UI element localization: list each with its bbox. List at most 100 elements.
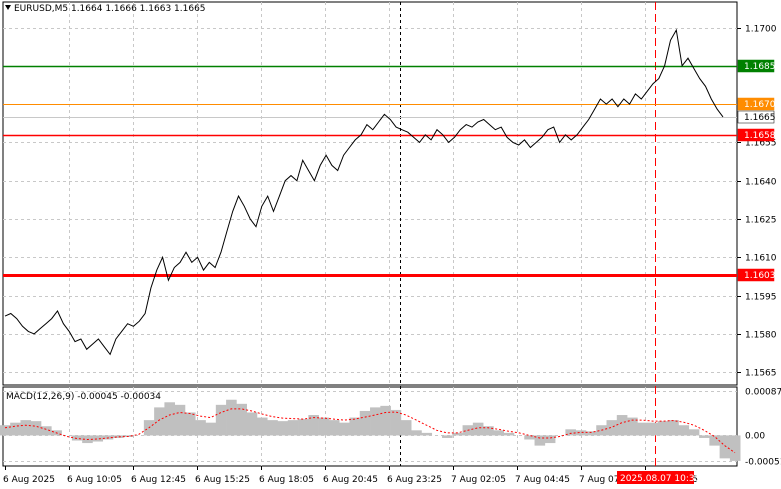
macd-histogram-bar: [246, 412, 258, 436]
macd-signal-line: [4, 408, 736, 454]
macd-histogram-bar: [328, 420, 340, 436]
macd-histogram-bar: [359, 410, 371, 436]
price-tick-label: 1.1655: [745, 139, 777, 149]
macd-histogram-bar: [41, 426, 52, 436]
price-level-label: 1.1670: [744, 100, 776, 110]
macd-histogram-bar: [688, 429, 700, 436]
time-label: 7 Aug 04:45: [515, 475, 570, 485]
macd-histogram-bar: [442, 435, 453, 438]
price-tick-label: 1.1625: [745, 216, 777, 226]
macd-histogram-bar: [729, 435, 741, 461]
price-pane-frame: [2, 1, 738, 386]
macd-histogram-bar: [544, 435, 556, 444]
macd-histogram-bar: [678, 425, 690, 436]
symbol-header: EURUSD,M5 1.1664 1.1666 1.1663 1.1665: [5, 4, 206, 14]
macd-histogram-bar: [647, 422, 659, 436]
macd-histogram-bar: [318, 417, 330, 436]
symbol-info: EURUSD,M5 1.1664 1.1666 1.1663 1.1665: [14, 4, 206, 14]
macd-tick-label: 0.00: [745, 432, 765, 442]
macd-histogram-bar: [102, 435, 114, 440]
macd-histogram-bar: [349, 417, 361, 436]
time-label: 6 Aug 2025: [3, 475, 55, 485]
macd-histogram-bar: [657, 421, 669, 436]
macd-histogram-bar: [298, 419, 309, 436]
macd-histogram-bar: [585, 431, 597, 436]
macd-histogram-bar: [719, 435, 731, 459]
dropdown-triangle-icon[interactable]: [5, 5, 11, 10]
price-level-label: 1.1685: [744, 62, 776, 72]
macd-histogram-bar: [565, 429, 576, 436]
price-level-label-bg: [737, 59, 775, 73]
macd-histogram-bar: [184, 412, 196, 436]
price-level-label: 1.1665: [744, 113, 776, 123]
macd-histogram-bar: [205, 422, 217, 436]
macd-histogram-bar: [400, 420, 412, 436]
macd-histogram-bar: [267, 420, 278, 436]
price-tick-label: 1.1640: [745, 178, 777, 188]
macd-histogram-bar: [606, 420, 618, 436]
macd-histogram-bar: [524, 435, 535, 440]
time-label: 6 Aug 18:05: [259, 475, 314, 485]
macd-histogram-bar: [339, 422, 350, 436]
macd-histogram-bar: [71, 435, 83, 441]
macd-histogram-bar: [164, 402, 176, 436]
macd-histogram-bar: [370, 407, 381, 436]
price-line: [4, 28, 724, 356]
macd-histogram-bar: [668, 420, 679, 436]
macd-histogram-bar: [575, 430, 587, 436]
macd-histogram-bar: [421, 432, 433, 436]
macd-histogram-bar: [483, 426, 494, 436]
macd-histogram-bar: [493, 430, 505, 436]
price-tick-label: 1.1700: [745, 25, 777, 35]
macd-histogram-bar: [30, 421, 42, 436]
macd-histogram-bar: [616, 415, 628, 436]
macd-histogram-bar: [174, 404, 186, 436]
macd-histogram-bar: [637, 422, 648, 436]
macd-histogram-bar: [277, 421, 289, 436]
price-level-label: 1.1603: [744, 271, 776, 281]
macd-histogram-bar: [308, 415, 319, 436]
time-label: 6 Aug 10:05: [67, 475, 122, 485]
macd-tick-label: 0.00087: [745, 388, 781, 398]
macd-histogram-bar: [236, 403, 247, 436]
price-tick-label: 1.1580: [745, 331, 777, 341]
macd-histogram-bar: [256, 417, 268, 436]
macd-histogram-bar: [92, 435, 104, 442]
time-label: 7 Aug 02:05: [451, 475, 506, 485]
macd-histogram-bar: [503, 432, 515, 436]
macd-histogram-bar: [699, 435, 710, 438]
macd-histogram-bar: [534, 435, 546, 446]
price-tick-label: 1.1565: [745, 369, 777, 379]
macd-histogram-bar: [226, 399, 237, 436]
time-highlight-bg: [617, 471, 694, 484]
macd-histogram-bar: [390, 409, 402, 436]
macd-header: MACD(12,26,9) -0.00045 -0.00034: [6, 392, 162, 402]
macd-histogram-bar: [411, 430, 422, 436]
time-highlight-label: 2025.08.07 10:35: [620, 474, 700, 484]
macd-histogram-bar: [472, 422, 484, 436]
macd-histogram-bar: [215, 404, 227, 436]
macd-histogram-bar: [10, 422, 21, 436]
time-label: 6 Aug 20:45: [323, 475, 378, 485]
macd-histogram-bar: [0, 425, 11, 436]
price-level-label-bg: [737, 268, 775, 282]
macd-histogram-bar: [627, 417, 638, 436]
price-level-label: 1.1658: [744, 131, 776, 141]
macd-histogram-bar: [287, 420, 299, 436]
time-label: 6 Aug 23:25: [387, 475, 442, 485]
macd-histogram-bar: [195, 420, 206, 436]
time-label: 6 Aug 15:25: [195, 475, 250, 485]
price-level-label-bg: [737, 128, 775, 142]
macd-histogram-bar: [113, 435, 124, 438]
macd-histogram-bar: [709, 435, 720, 446]
macd-histogram-bar: [380, 405, 391, 436]
macd-histogram-bar: [154, 407, 165, 436]
price-tick-label: 1.1610: [745, 254, 777, 264]
time-label: 6 Aug 12:45: [131, 475, 186, 485]
macd-histogram-bar: [20, 420, 32, 436]
macd-histogram-bar: [452, 432, 463, 436]
price-level-label-bg: [737, 97, 775, 111]
price-tick-label: 1.1595: [745, 293, 777, 303]
